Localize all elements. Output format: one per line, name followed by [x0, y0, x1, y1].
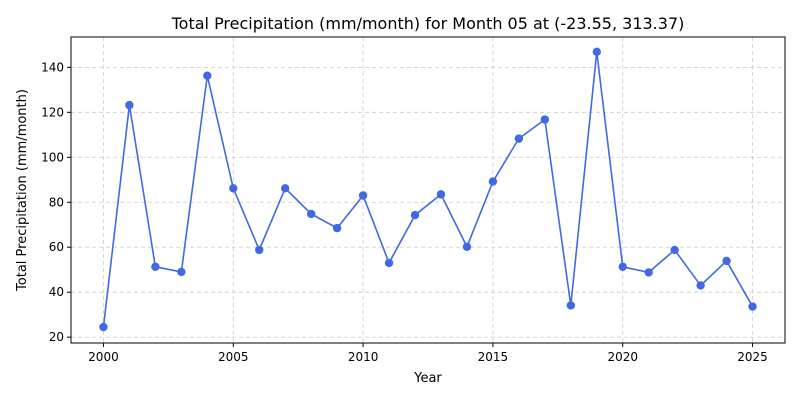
data-point [410, 210, 420, 220]
x-tick-label: 2015 [478, 350, 509, 364]
x-tick-label: 2000 [88, 350, 119, 364]
y-tick-label: 120 [41, 105, 64, 119]
data-point [203, 71, 212, 80]
y-tick-label: 100 [41, 150, 64, 164]
data-point [748, 302, 757, 311]
grid-lines [71, 37, 785, 343]
y-tick-label: 20 [49, 330, 64, 344]
data-point [177, 267, 186, 277]
data-point [281, 184, 290, 193]
data-point [436, 190, 446, 199]
data-point [462, 242, 472, 251]
axis-ticks: 2000 2005 2010 2015 2020 2025 20 40 60 80 100 120 14… [41, 60, 768, 364]
data-point [125, 100, 134, 110]
data-point [540, 115, 550, 124]
x-axis-label: Year [413, 371, 442, 386]
chart-title: Total Precipitation (mm/month) for Month… [171, 14, 685, 33]
data-point [229, 184, 238, 193]
data-point [384, 258, 394, 268]
data-point [644, 268, 653, 277]
data-point [151, 262, 160, 271]
data-point [255, 245, 264, 255]
series-layer [99, 47, 757, 332]
data-point [514, 134, 524, 143]
y-tick-label: 140 [41, 60, 64, 74]
data-point [99, 322, 108, 332]
y-tick-label: 40 [49, 285, 64, 299]
x-tick-label: 2010 [348, 350, 379, 364]
data-point [358, 191, 368, 200]
x-tick-label: 2025 [737, 350, 768, 364]
plot-frame [70, 36, 786, 344]
data-point [618, 262, 627, 271]
data-point [722, 256, 731, 266]
y-axis-label: Total Precipitation (mm/month) [15, 89, 30, 292]
data-point [332, 223, 342, 233]
data-point [306, 209, 316, 219]
data-point [592, 47, 601, 57]
series-line [102, 51, 754, 328]
x-tick-label: 2020 [607, 350, 638, 364]
y-tick-label: 80 [49, 195, 64, 209]
data-point [670, 245, 679, 255]
data-point [566, 301, 575, 310]
data-point [696, 281, 705, 290]
x-tick-label: 2005 [218, 350, 249, 364]
data-point [488, 177, 498, 186]
y-tick-label: 60 [49, 240, 64, 254]
